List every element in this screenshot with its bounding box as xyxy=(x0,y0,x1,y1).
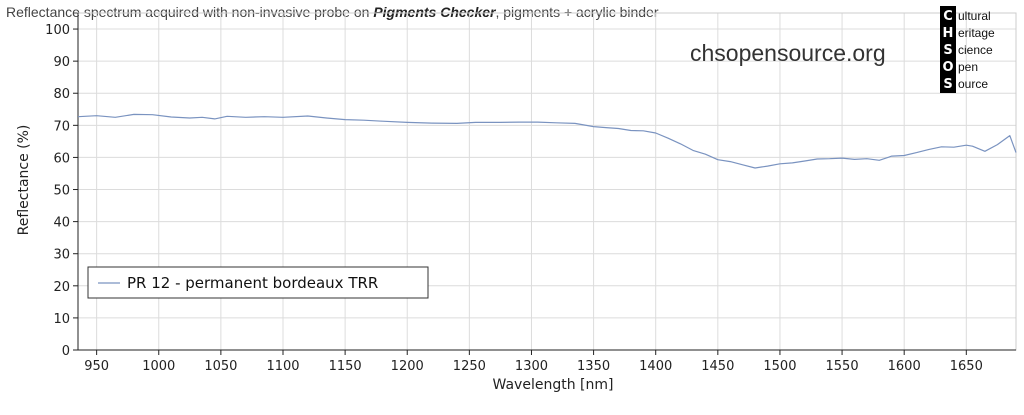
watermark: chsopensource.org xyxy=(690,40,886,66)
x-tick-label: 1300 xyxy=(515,359,548,374)
y-tick-label: 90 xyxy=(53,55,70,70)
x-tick-label: 1450 xyxy=(701,359,734,374)
x-tick-label: 950 xyxy=(84,359,109,374)
y-tick-label: 40 xyxy=(53,216,70,231)
x-tick-label: 1100 xyxy=(266,359,299,374)
x-tick-label: 1600 xyxy=(888,359,921,374)
x-tick-label: 1350 xyxy=(577,359,610,374)
y-tick-label: 70 xyxy=(53,119,70,134)
x-tick-label: 1150 xyxy=(329,359,362,374)
chart-title: Reflectance spectrum acquired with non-i… xyxy=(6,4,659,20)
y-axis-label: Reflectance (%) xyxy=(16,125,32,236)
x-tick-label: 1000 xyxy=(142,359,175,374)
y-tick-label: 60 xyxy=(53,151,70,166)
series-layer xyxy=(77,113,1017,169)
logo-block xyxy=(940,6,956,93)
logo-word: eritage xyxy=(958,26,995,40)
axes: 950 1000 1050 1100 1150 1200 1250 1300 1350 1400 1… xyxy=(45,13,1016,374)
logo-word: ource xyxy=(958,77,988,91)
title-prefix: Reflectance spectrum acquired with non-i… xyxy=(6,4,373,20)
logo-word: pen xyxy=(958,60,978,74)
y-tick-label: 30 xyxy=(53,248,70,263)
x-axis-label: Wavelength [nm] xyxy=(493,377,614,393)
logo-letter: H xyxy=(943,26,954,41)
logo-word: ultural xyxy=(958,9,991,23)
x-tick-label: 1650 xyxy=(950,359,983,374)
legend-label: PR 12 - permanent bordeaux TRR xyxy=(127,274,378,292)
x-tick-label: 1050 xyxy=(204,359,237,374)
legend-box xyxy=(87,266,429,299)
plot-grid xyxy=(78,13,1016,351)
logo-letter: S xyxy=(943,43,952,58)
x-tick-label: 1550 xyxy=(826,359,859,374)
y-tick-label: 0 xyxy=(62,344,70,359)
x-tick-label: 1400 xyxy=(639,359,672,374)
x-tick-label: 1500 xyxy=(763,359,796,374)
logo-letter: S xyxy=(943,77,952,92)
x-tick-label: 1200 xyxy=(391,359,424,374)
title-suffix: , pigments + acrylic binder xyxy=(495,4,658,20)
y-tick-label: 20 xyxy=(53,280,70,295)
y-tick-label: 80 xyxy=(53,87,70,102)
title-emphasis: Pigments Checker xyxy=(373,4,497,20)
logo-letter: C xyxy=(943,9,953,24)
y-tick-label: 100 xyxy=(45,23,70,38)
logo-letter: O xyxy=(942,60,953,75)
series-line xyxy=(77,113,1017,169)
logo-word: cience xyxy=(958,43,993,57)
legend: PR 12 - permanent bordeaux TRR xyxy=(87,266,429,299)
y-tick-label: 50 xyxy=(53,184,70,199)
x-tick-label: 1250 xyxy=(453,359,486,374)
y-tick-label: 10 xyxy=(53,312,70,327)
